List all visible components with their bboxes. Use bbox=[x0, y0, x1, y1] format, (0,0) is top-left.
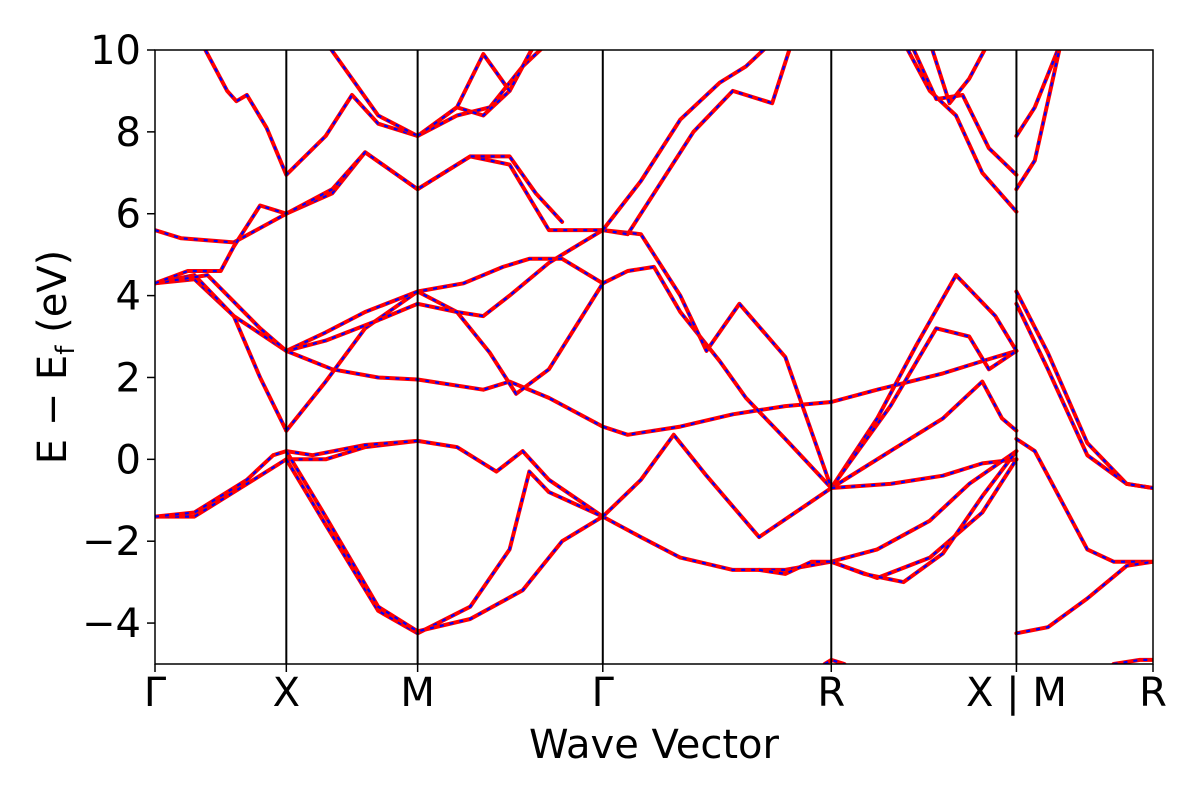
band-overlay-5 bbox=[155, 151, 603, 244]
band-overlay-37 bbox=[824, 658, 845, 664]
band-38 bbox=[1111, 657, 1153, 664]
band-overlay-36 bbox=[1015, 50, 1061, 190]
x-tick-label: R bbox=[817, 670, 845, 716]
band-overlay-4 bbox=[155, 274, 604, 395]
band-31 bbox=[1014, 436, 1153, 564]
x-tick-label: R bbox=[1139, 670, 1167, 716]
y-tick-label: 6 bbox=[116, 192, 141, 238]
y-tick-label: −2 bbox=[82, 519, 141, 565]
band-overlay-24 bbox=[831, 450, 1018, 563]
y-tick-label: 10 bbox=[90, 28, 141, 74]
band-21 bbox=[829, 326, 1019, 490]
band-35 bbox=[1014, 50, 1060, 138]
band-overlay-9 bbox=[416, 50, 533, 137]
y-tick-label: 2 bbox=[116, 355, 141, 401]
band-18 bbox=[600, 50, 792, 237]
band-5 bbox=[155, 150, 605, 245]
band-overlay-3 bbox=[285, 257, 604, 352]
band-overlay-34 bbox=[1016, 560, 1153, 635]
band-15 bbox=[600, 432, 834, 540]
band-overlay-16 bbox=[602, 265, 833, 489]
x-tick-label: X | M bbox=[966, 670, 1067, 716]
band-6 bbox=[155, 150, 565, 286]
band-34 bbox=[1014, 559, 1153, 636]
band-24 bbox=[829, 449, 1019, 564]
band-overlay-12 bbox=[285, 458, 604, 635]
y-tick-label: 0 bbox=[116, 437, 141, 483]
x-tick-label: Γ bbox=[144, 670, 167, 716]
band-overlay-20 bbox=[830, 274, 1018, 489]
x-tick-label: X bbox=[273, 670, 300, 716]
x-tick-label: M bbox=[400, 670, 435, 716]
plot-frame bbox=[154, 49, 1154, 665]
band-overlay-1 bbox=[155, 274, 288, 432]
band-overlay-19 bbox=[601, 50, 766, 231]
high-symmetry-lines bbox=[285, 50, 1018, 664]
y-axis-label: E − Ef (eV) bbox=[30, 250, 81, 465]
x-axis-label: Wave Vector bbox=[529, 722, 780, 768]
band-14 bbox=[600, 514, 834, 572]
band-16 bbox=[600, 264, 834, 490]
band-overlay-7 bbox=[204, 50, 542, 176]
band-lines bbox=[155, 50, 1153, 664]
band-19 bbox=[600, 50, 767, 233]
band-20 bbox=[829, 273, 1019, 490]
y-axis-label-unit: (eV) bbox=[30, 250, 76, 346]
band-overlay-2 bbox=[285, 229, 604, 432]
y-axis-ticks: −4 −2 0 2 4 6 8 10 bbox=[82, 28, 155, 647]
band-overlay-27 bbox=[758, 560, 832, 576]
band-overlay-29 bbox=[912, 50, 1018, 176]
band-23 bbox=[829, 457, 1019, 490]
band-overlay-6 bbox=[155, 151, 563, 285]
band-overlay-22 bbox=[830, 380, 1018, 489]
y-axis-label-subscript: f bbox=[51, 345, 81, 355]
band-1 bbox=[155, 273, 289, 433]
band-overlay-35 bbox=[1015, 50, 1059, 137]
band-overlay-11 bbox=[155, 439, 418, 518]
x-tick-label: Γ bbox=[592, 670, 615, 716]
band-overlay-8 bbox=[330, 50, 533, 138]
band-overlay-10 bbox=[155, 439, 604, 518]
band-36 bbox=[1014, 50, 1062, 192]
band-33 bbox=[1014, 301, 1153, 490]
band-overlay-26 bbox=[830, 450, 1018, 584]
band-overlay-17 bbox=[602, 229, 833, 489]
band-29 bbox=[911, 50, 1019, 177]
x-axis-ticks: Γ X M Γ R X | M R bbox=[144, 664, 1167, 716]
band-overlay-14 bbox=[602, 515, 832, 572]
y-tick-label: 8 bbox=[116, 110, 141, 156]
band-overlay-28 bbox=[906, 50, 1018, 213]
y-tick-label: −4 bbox=[82, 601, 141, 647]
band-overlay-30 bbox=[931, 50, 986, 105]
band-overlay-23 bbox=[831, 458, 1017, 490]
y-tick-label: 4 bbox=[116, 274, 141, 320]
band-overlay-0 bbox=[155, 278, 1017, 436]
band-overlay-18 bbox=[602, 50, 791, 236]
band-overlay-13 bbox=[285, 450, 604, 633]
band-7 bbox=[203, 50, 544, 177]
